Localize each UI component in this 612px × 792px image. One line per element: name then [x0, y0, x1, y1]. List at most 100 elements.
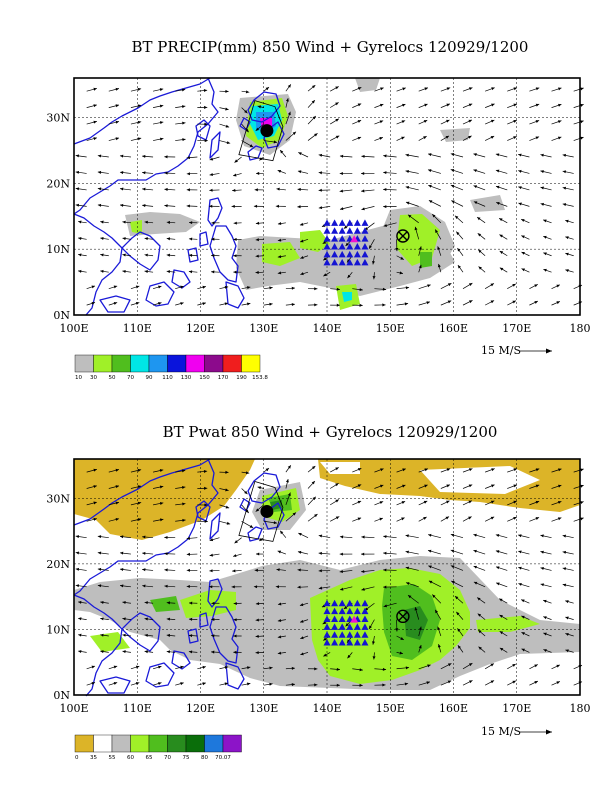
wind-vector-head	[159, 104, 164, 108]
wind-vector-head	[428, 153, 432, 157]
wind-vector-head	[565, 219, 569, 223]
wind-vector-head	[186, 188, 190, 192]
wind-vector-head	[78, 600, 82, 604]
wind-vector-head	[347, 654, 351, 659]
wind-vector-head	[265, 468, 269, 472]
wind-vector-head	[300, 619, 304, 623]
triangle-marker	[353, 250, 361, 258]
wind-vector-head	[144, 617, 148, 621]
wind-vector-head	[423, 136, 427, 140]
wind-vector-head	[255, 634, 259, 638]
triangle-marker	[361, 631, 369, 638]
wind-vector-head	[401, 120, 406, 124]
wind-vector-head	[401, 136, 405, 140]
wind-vector-head	[372, 276, 376, 280]
wind-vector-head	[473, 549, 477, 553]
panel2-plot	[73, 458, 584, 697]
wind-vector-head	[245, 509, 249, 513]
wind-vector-head	[565, 632, 569, 636]
wind-vector-head	[182, 485, 186, 489]
wind-vector-head	[180, 302, 184, 306]
wind-vector-head	[97, 154, 102, 158]
wind-vector-head	[379, 120, 384, 124]
wind-vector-head	[543, 616, 547, 620]
wind-vector-head	[518, 186, 522, 190]
wind-vector-head	[137, 485, 142, 489]
colorbar-swatch	[167, 734, 187, 753]
wind-vector-head	[144, 253, 148, 257]
triangle-marker	[346, 623, 354, 630]
wind-vector-head	[255, 508, 260, 512]
wind-vector-head	[345, 623, 349, 627]
wind-vector-head	[93, 137, 97, 141]
wind-vector-head	[426, 301, 430, 305]
wind-vector-head	[246, 286, 251, 290]
coastline	[263, 121, 285, 149]
wind-vector-head	[499, 218, 503, 222]
wind-vector-head	[204, 486, 208, 490]
wind-vector-head	[402, 103, 406, 107]
wind-vector-head	[336, 683, 340, 687]
wind-vector-head	[426, 681, 430, 685]
wind-vector-head	[383, 604, 388, 608]
wind-vector-head	[339, 535, 344, 539]
coastline	[209, 131, 221, 159]
wind-vector-head	[100, 633, 104, 637]
wind-vector-head	[383, 223, 388, 227]
wind-vector-head	[513, 103, 517, 107]
wind-vector-head	[314, 287, 318, 291]
coastline	[247, 145, 263, 161]
triangle-marker	[331, 615, 339, 622]
wind-vector-head	[119, 187, 124, 191]
wind-vector-head	[478, 629, 482, 634]
triangle-marker	[346, 599, 354, 607]
wind-vector-head	[562, 186, 567, 190]
wind-vector-head	[75, 154, 80, 158]
wind-vector-head	[159, 469, 164, 473]
wind-vector-head	[380, 87, 384, 91]
wind-vector-head	[91, 301, 96, 305]
coastline	[73, 594, 123, 697]
x-tick-label: 100E	[59, 702, 88, 715]
wind-vector-head	[97, 170, 102, 174]
wind-vector-head	[189, 601, 193, 605]
triangle-marker	[353, 639, 361, 646]
wind-vector-head	[75, 551, 80, 555]
wind-vector-head	[447, 283, 452, 287]
wind-vector-head	[490, 283, 494, 287]
wind-vector-head	[273, 521, 278, 525]
wind-vector-head	[291, 666, 295, 670]
wind-vector-head	[556, 664, 560, 668]
colorbar-swatch	[74, 354, 94, 373]
wind-vector-head	[269, 682, 273, 686]
x-tick-label: 140E	[312, 322, 341, 335]
wind-vector-head	[277, 635, 282, 639]
wind-vector-head	[450, 549, 455, 553]
wind-vector-head	[137, 468, 142, 472]
triangle-marker	[323, 219, 331, 226]
wind-vector-head	[359, 303, 363, 307]
wind-vector-head	[540, 153, 544, 157]
triangle-marker	[346, 258, 354, 266]
wind-vector-head	[225, 107, 229, 111]
triangle-marker	[361, 243, 369, 250]
wind-vector-head	[423, 500, 428, 504]
wind-vector-head	[495, 169, 500, 173]
wind-vector-head	[292, 512, 296, 516]
wind-vector-head	[357, 87, 362, 90]
coastline	[145, 662, 175, 688]
colorbar-label: 55	[109, 755, 116, 761]
wind-vector-head	[135, 285, 140, 289]
wind-vector-head	[556, 284, 560, 288]
wind-vector-head	[512, 680, 516, 684]
triangle-marker	[361, 615, 369, 622]
wind-vector-head	[383, 535, 387, 539]
wind-vector-head	[211, 254, 215, 258]
wind-vector-head	[318, 206, 323, 210]
wind-vector-head	[275, 204, 279, 208]
wind-vector-head	[314, 303, 318, 307]
wind-vector-head	[78, 220, 82, 224]
triangle-marker	[346, 219, 354, 226]
wind-vector-head	[186, 204, 190, 208]
wind-vector-head	[298, 533, 302, 536]
